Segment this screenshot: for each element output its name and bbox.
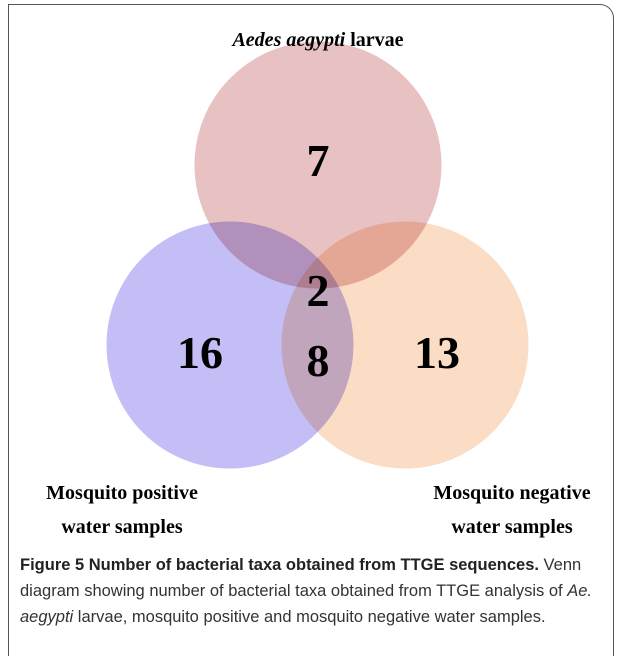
- figure-frame: [8, 4, 614, 656]
- set-label: water samples: [451, 516, 572, 538]
- set-circle: [278, 218, 532, 472]
- set-label: water samples: [61, 516, 182, 538]
- region-count: 8: [307, 335, 330, 386]
- region-count: 13: [414, 327, 460, 378]
- set-label: Mosquito negative: [433, 482, 590, 504]
- set-label: Mosquito positive: [46, 482, 198, 504]
- caption-species: Ae. aegypti: [20, 582, 592, 626]
- set-label-rest: larvae: [345, 29, 403, 51]
- set-label: Aedes aegypti larvae: [230, 29, 403, 51]
- set-label-italic: Aedes aegypti: [230, 29, 345, 51]
- caption-text: Venn diagram showing number of bacterial…: [20, 556, 582, 600]
- venn-diagram: Aedes aegypti larvae 7 2 16 8 13 Mosquit…: [46, 29, 591, 538]
- region-count: 2: [307, 265, 330, 316]
- caption-title: Figure 5 Number of bacterial taxa obtain…: [20, 556, 539, 574]
- caption-text: larvae, mosquito positive and mosquito n…: [73, 608, 546, 626]
- region-count: 7: [307, 135, 330, 186]
- caption: Figure 5 Number of bacterial taxa obtain…: [20, 552, 612, 630]
- region-count: 16: [177, 327, 223, 378]
